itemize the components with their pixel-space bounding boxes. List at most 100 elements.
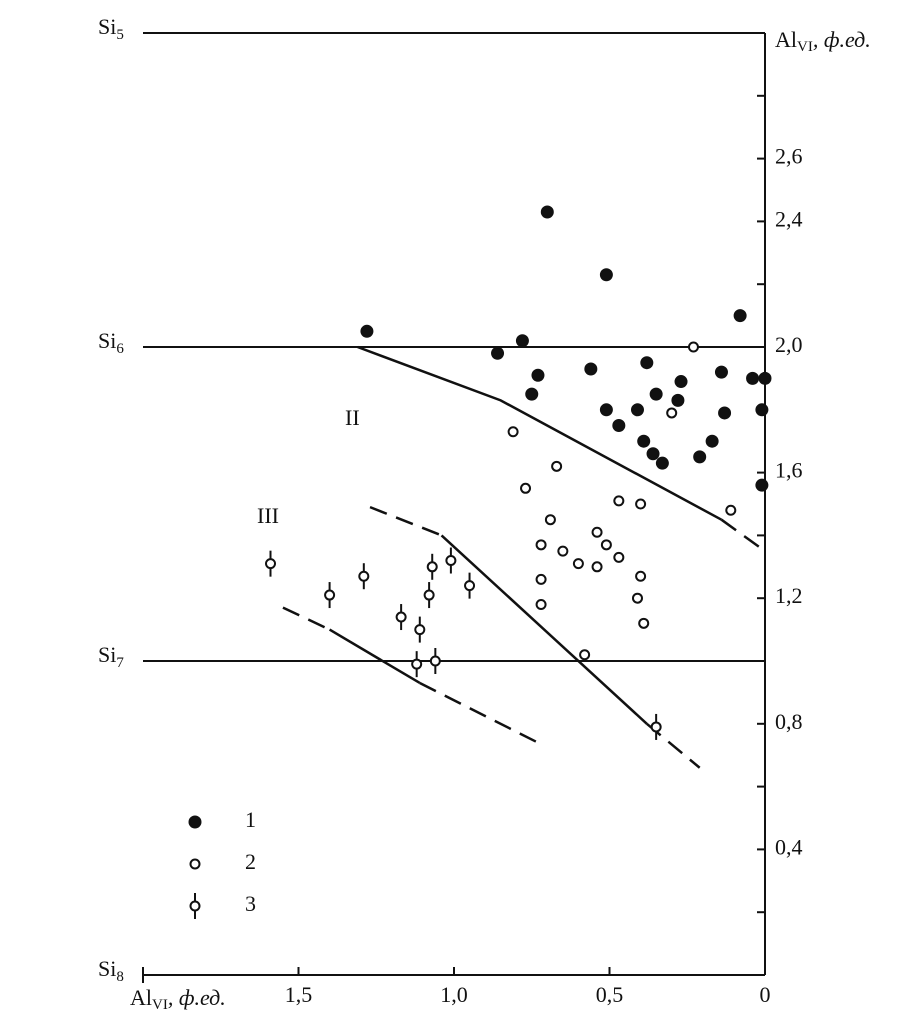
point: [600, 539, 612, 551]
point: [445, 547, 457, 574]
si-label: Si: [98, 328, 116, 353]
point: [591, 561, 603, 573]
point-circle: [666, 407, 678, 419]
y-left-tick-label: Si5: [98, 14, 124, 43]
point-circle: [599, 403, 613, 417]
point-circle: [693, 450, 707, 464]
point-circle: [613, 495, 625, 507]
point: [535, 539, 547, 551]
point-circle: [464, 580, 476, 592]
si-label: Si: [98, 956, 116, 981]
point: [758, 371, 772, 385]
y-tick-label: 2,4: [775, 206, 803, 231]
point-circle: [746, 371, 760, 385]
point-circle: [531, 368, 545, 382]
point: [491, 346, 505, 360]
point: [755, 478, 769, 492]
si-sub: 7: [116, 655, 124, 671]
point: [613, 495, 625, 507]
point: [613, 551, 625, 563]
point: [557, 545, 569, 557]
point-circle: [189, 858, 201, 870]
legend-marker: [188, 815, 202, 829]
point: [520, 482, 532, 494]
point: [515, 334, 529, 348]
point: [423, 582, 435, 609]
legend-marker: [189, 893, 201, 919]
point-circle: [671, 393, 685, 407]
point-circle: [591, 526, 603, 538]
point: [655, 456, 669, 470]
point: [635, 498, 647, 510]
point-circle: [572, 558, 584, 570]
point: [360, 324, 374, 338]
point: [650, 713, 662, 740]
point: [507, 426, 519, 438]
point-circle: [411, 658, 423, 670]
point: [638, 617, 650, 629]
point: [429, 648, 441, 674]
point-circle: [445, 555, 457, 567]
si-label: Si: [98, 642, 116, 667]
point-circle: [635, 498, 647, 510]
point-circle: [591, 561, 603, 573]
x-tick-label: 1,5: [285, 982, 313, 1007]
si-sub: 5: [116, 27, 124, 43]
point-circle: [525, 387, 539, 401]
point: [324, 582, 336, 609]
point: [531, 368, 545, 382]
point-circle: [630, 403, 644, 417]
point-circle: [640, 356, 654, 370]
point-circle: [631, 592, 643, 604]
point: [572, 558, 584, 570]
point: [535, 598, 547, 610]
y-tick-label: 0,8: [775, 709, 803, 734]
boundary-line: [357, 345, 723, 521]
point-circle: [687, 341, 699, 353]
point: [599, 268, 613, 282]
boundary-line: [328, 628, 421, 685]
point-circle: [544, 514, 556, 526]
point-circle: [535, 573, 547, 585]
point-circle: [358, 570, 370, 582]
point-circle: [584, 362, 598, 376]
boundary-line: [369, 505, 443, 537]
point-circle: [520, 482, 532, 494]
point: [725, 504, 737, 516]
y-left-tick-label: Si7: [98, 642, 124, 671]
point-circle: [705, 434, 719, 448]
point: [755, 403, 769, 417]
point-circle: [540, 205, 554, 219]
point-circle: [733, 309, 747, 323]
point: [414, 616, 426, 643]
point: [630, 403, 644, 417]
point-circle: [515, 334, 529, 348]
point: [718, 406, 732, 420]
point-circle: [535, 539, 547, 551]
point: [631, 592, 643, 604]
point: [579, 649, 591, 661]
point-circle: [265, 558, 277, 570]
point-circle: [423, 589, 435, 601]
y-tick-label: 1,6: [775, 458, 803, 483]
point-circle: [655, 456, 669, 470]
annotation: II: [345, 405, 360, 430]
point-circle: [613, 551, 625, 563]
point-circle: [491, 346, 505, 360]
x-tick-label: 0,5: [596, 982, 624, 1007]
point: [687, 341, 699, 353]
boundary-line: [419, 681, 539, 744]
point-circle: [718, 406, 732, 420]
point: [714, 365, 728, 379]
point-circle: [395, 611, 407, 623]
point-circle: [612, 419, 626, 432]
point: [426, 553, 438, 580]
point-circle: [638, 617, 650, 629]
point-circle: [551, 460, 563, 472]
point-circle: [599, 268, 613, 282]
boundary-line: [282, 606, 331, 631]
point: [637, 434, 651, 448]
point-circle: [557, 545, 569, 557]
point: [646, 447, 660, 461]
point: [693, 450, 707, 464]
